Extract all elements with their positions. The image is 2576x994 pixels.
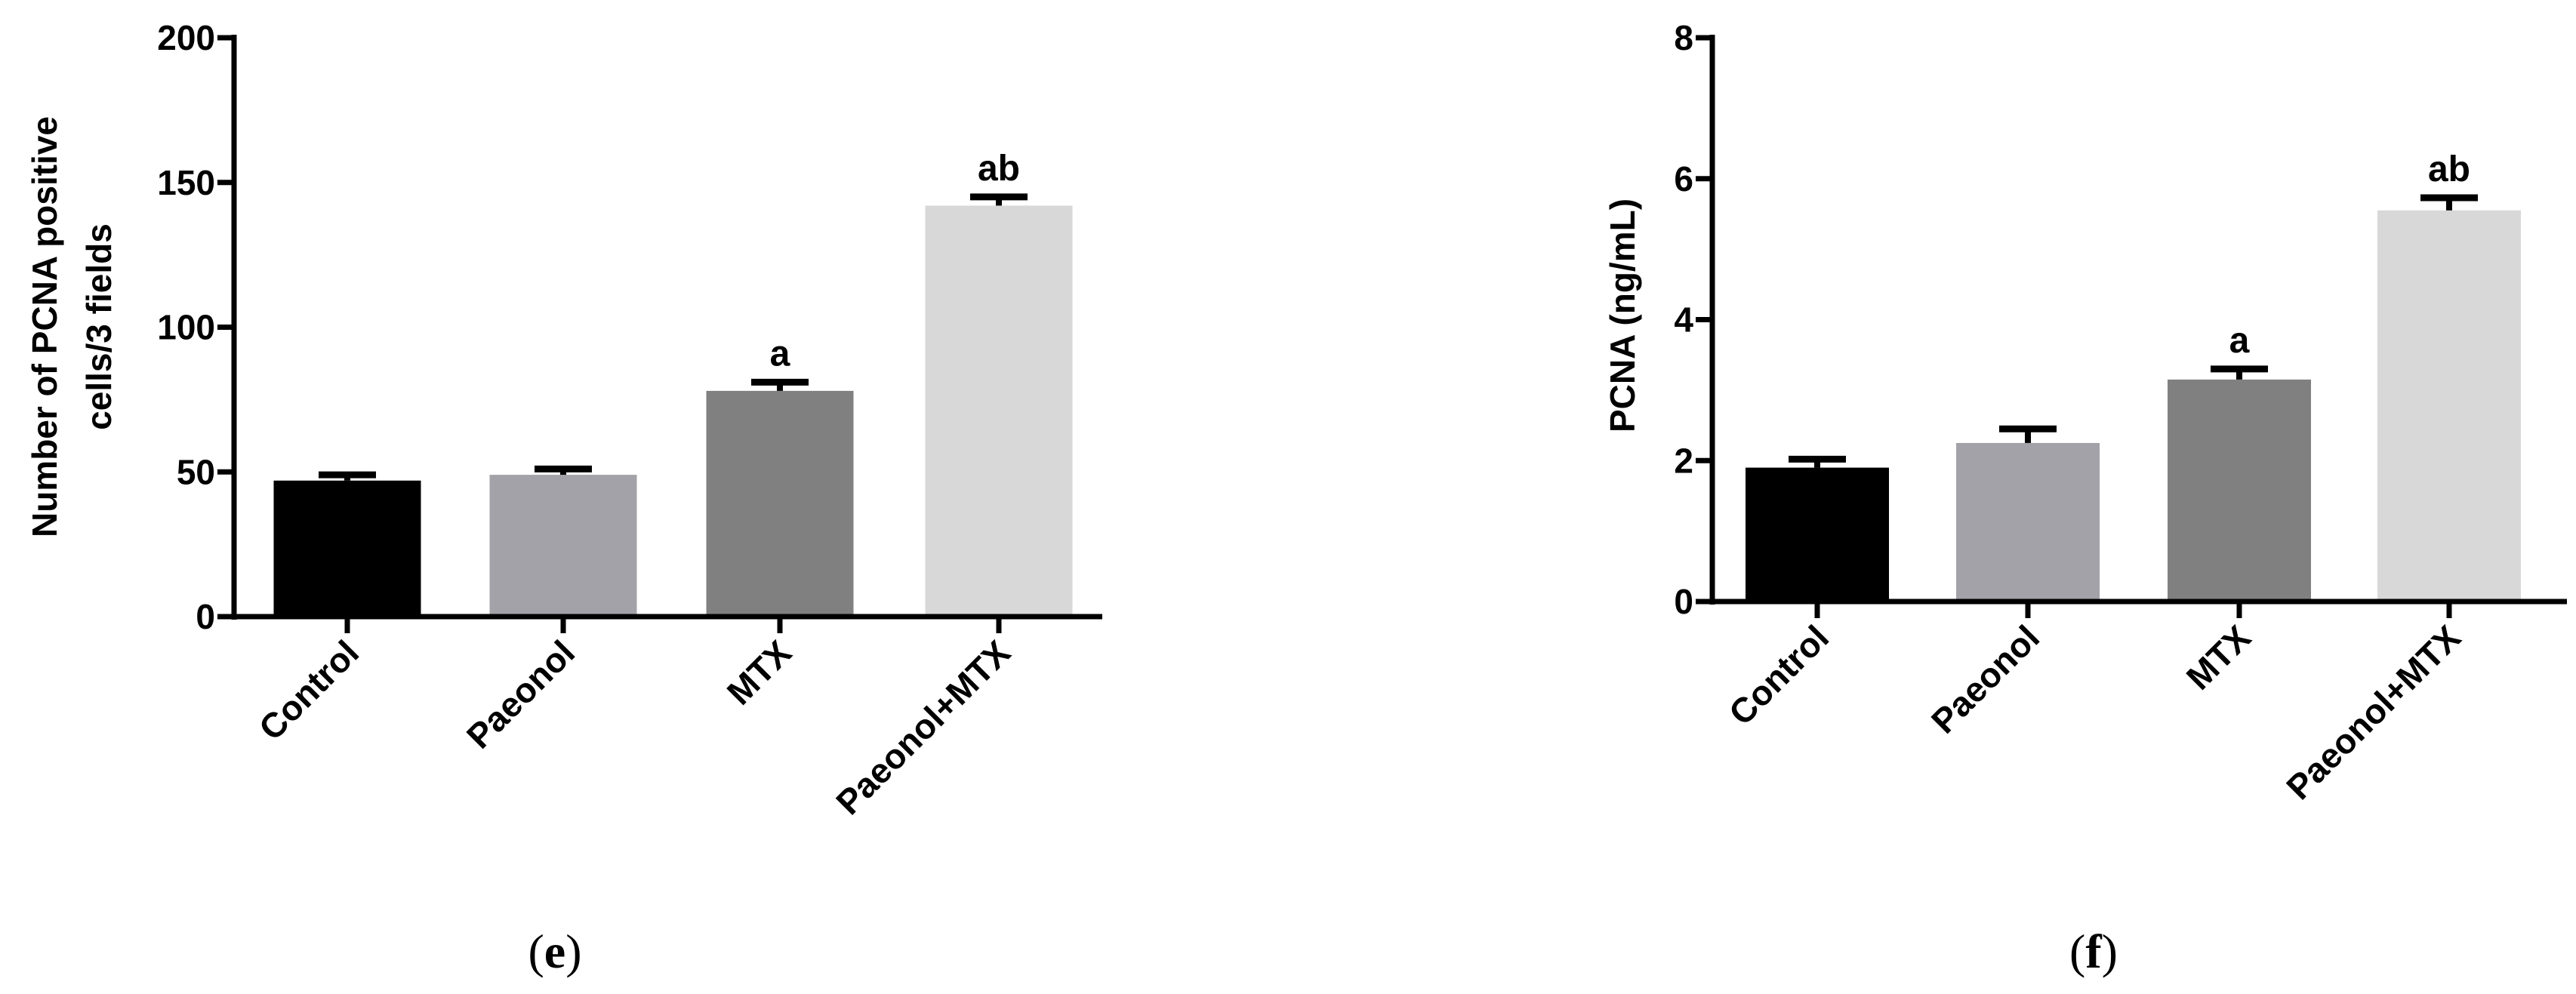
panel-label-open: (	[2069, 925, 2085, 978]
bar-paeonol	[1956, 442, 2100, 602]
y-tick-label: 50	[177, 452, 215, 491]
bar-mtx	[706, 390, 854, 617]
y-axis-label-line: cells/3 fields	[79, 223, 119, 430]
x-tick-label: Control	[251, 632, 366, 747]
y-tick-label: 0	[1674, 582, 1693, 621]
bar-paeonol	[489, 475, 637, 617]
panel-label-close: )	[565, 925, 581, 978]
significance-label: ab	[978, 149, 1020, 189]
y-tick-label: 4	[1674, 300, 1693, 340]
bar-mtx	[2168, 379, 2311, 602]
panel-label-close: )	[2102, 925, 2118, 978]
bar-control	[1746, 467, 1889, 602]
panel-f-chart: a ab 0 2 4 6 8 Control Paeonol MTX Paeonol+MTX PCNA…	[1603, 18, 2567, 978]
y-tick-label: 150	[157, 163, 215, 202]
bar-paeonol-mtx	[925, 205, 1073, 617]
x-tick-label: Paeonol	[1924, 617, 2047, 740]
panel-label-letter: f	[2085, 925, 2102, 978]
panel-label-letter: e	[544, 925, 565, 978]
y-tick-label: 100	[157, 308, 215, 347]
y-tick-label: 200	[157, 18, 215, 57]
bar-paeonol-mtx	[2377, 210, 2521, 602]
x-tick-label: Control	[1721, 617, 1836, 732]
y-axis-label: Number of PCNA positive cells/3 fields	[25, 116, 119, 537]
panel-label: (e)	[528, 925, 581, 978]
significance-label: ab	[2428, 149, 2470, 189]
y-tick-label: 8	[1674, 18, 1693, 57]
y-axis-label-line: Number of PCNA positive	[25, 116, 64, 537]
panel-label-open: (	[528, 925, 544, 978]
y-axis-label: PCNA (ng/mL)	[1603, 198, 1642, 432]
y-tick-label: 6	[1674, 159, 1693, 198]
panel-e-chart: a ab 0 50 100 150 200 Control Paeonol MTX Paeonol+…	[25, 18, 1102, 978]
x-tick-label: Paeonol+MTX	[2279, 617, 2468, 807]
significance-label: a	[2229, 321, 2250, 361]
panel-label: (f)	[2069, 925, 2118, 978]
x-tick-label: Paeonol+MTX	[828, 632, 1018, 822]
x-tick-label: Paeonol	[459, 632, 582, 756]
significance-label: a	[770, 334, 790, 374]
y-axis-label-line: PCNA (ng/mL)	[1603, 198, 1642, 432]
bar-control	[273, 480, 421, 617]
y-tick-label: 2	[1674, 441, 1693, 480]
x-tick-label: MTX	[2179, 617, 2259, 697]
x-tick-label: MTX	[719, 632, 800, 712]
y-tick-label: 0	[196, 597, 215, 636]
